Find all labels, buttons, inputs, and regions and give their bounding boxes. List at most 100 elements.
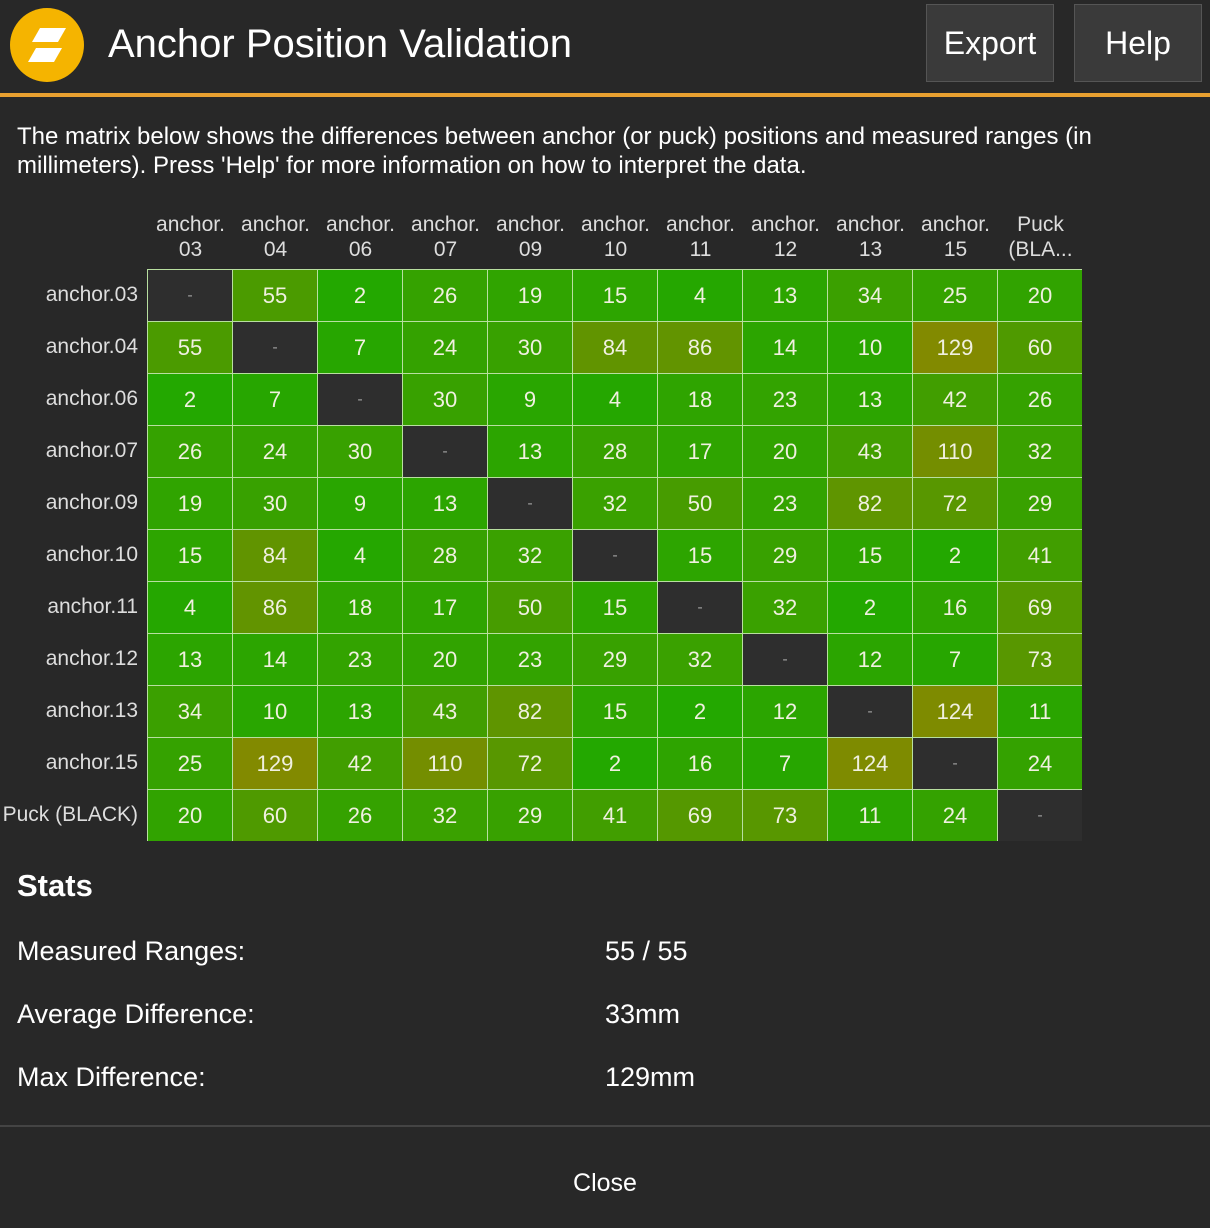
matrix-cell: 15 (658, 530, 742, 581)
matrix-cell: 28 (573, 426, 657, 477)
matrix-cell: 34 (148, 686, 232, 737)
matrix-cell: 4 (318, 530, 402, 581)
matrix-cell-empty: - (998, 790, 1082, 841)
matrix-cell: 4 (148, 582, 232, 633)
column-header: anchor. 15 (921, 213, 990, 261)
matrix-cell: 32 (743, 582, 827, 633)
export-button[interactable]: Export (926, 4, 1054, 82)
matrix-cell: 42 (913, 374, 997, 425)
matrix-cell: 2 (913, 530, 997, 581)
stat-label-measured-ranges: Measured Ranges: (17, 936, 246, 966)
matrix-cell: 18 (318, 582, 402, 633)
matrix-cell: 28 (403, 530, 487, 581)
row-header: anchor.03 (45, 283, 138, 306)
matrix-cell: 32 (573, 478, 657, 529)
matrix-cell-empty: - (828, 686, 912, 737)
matrix-cell: 4 (573, 374, 657, 425)
matrix-cell: 13 (403, 478, 487, 529)
matrix-cell: 23 (743, 374, 827, 425)
matrix-cell-empty: - (148, 270, 232, 321)
matrix-cell: 19 (488, 270, 572, 321)
matrix-cell: 2 (148, 374, 232, 425)
matrix-cell: 30 (233, 478, 317, 529)
matrix-cell: 19 (148, 478, 232, 529)
dialog-title: Anchor Position Validation (108, 22, 572, 66)
matrix-cell: 9 (318, 478, 402, 529)
matrix-cell: 13 (828, 374, 912, 425)
help-button[interactable]: Help (1074, 4, 1202, 82)
footer-divider (0, 1125, 1210, 1127)
matrix-cell: 13 (488, 426, 572, 477)
row-header: anchor.13 (45, 699, 138, 722)
matrix-cell: 7 (233, 374, 317, 425)
stat-label-average-difference: Average Difference: (17, 999, 255, 1029)
matrix-cell: 14 (233, 634, 317, 685)
row-header: Puck (BLACK) (2, 803, 138, 826)
matrix-cell: 13 (148, 634, 232, 685)
matrix-cell: 7 (743, 738, 827, 789)
row-header: anchor.15 (45, 751, 138, 774)
column-header: Puck (BLA... (1008, 213, 1073, 261)
matrix-cell: 86 (658, 322, 742, 373)
matrix-cell: 11 (998, 686, 1082, 737)
matrix-cell-empty: - (573, 530, 657, 581)
description-text: The matrix below shows the differences b… (17, 123, 1092, 179)
matrix-cell: 84 (233, 530, 317, 581)
matrix-cell: 55 (233, 270, 317, 321)
matrix-cell: 24 (998, 738, 1082, 789)
matrix-cell: 82 (488, 686, 572, 737)
matrix-cell: 129 (233, 738, 317, 789)
matrix-cell: 20 (148, 790, 232, 841)
matrix-cell: 41 (573, 790, 657, 841)
matrix-cell: 86 (233, 582, 317, 633)
matrix-cell-empty: - (743, 634, 827, 685)
matrix-cell: 26 (403, 270, 487, 321)
row-header: anchor.06 (45, 387, 138, 410)
column-header: anchor. 13 (836, 213, 905, 261)
matrix-cell: 34 (828, 270, 912, 321)
matrix-cell: 29 (998, 478, 1082, 529)
matrix-cell-empty: - (488, 478, 572, 529)
column-header: anchor. 09 (496, 213, 565, 261)
matrix-cell: 23 (743, 478, 827, 529)
matrix-cell: 13 (318, 686, 402, 737)
matrix-cell-empty: - (658, 582, 742, 633)
matrix-cell: 24 (403, 322, 487, 373)
matrix-cell: 110 (403, 738, 487, 789)
matrix-cell: 10 (233, 686, 317, 737)
matrix-cell: 17 (658, 426, 742, 477)
matrix-cell: 32 (658, 634, 742, 685)
matrix-cell: 24 (913, 790, 997, 841)
matrix-cell: 29 (488, 790, 572, 841)
row-header: anchor.07 (45, 439, 138, 462)
matrix-cell: 73 (998, 634, 1082, 685)
matrix-cell-empty: - (233, 322, 317, 373)
matrix-cell: 2 (828, 582, 912, 633)
row-header: anchor.04 (45, 335, 138, 358)
matrix-cell: 16 (913, 582, 997, 633)
matrix-cell: 13 (743, 270, 827, 321)
close-button[interactable]: Close (573, 1169, 637, 1197)
stat-label-max-difference: Max Difference: (17, 1062, 206, 1092)
matrix-cell: 72 (488, 738, 572, 789)
matrix-cell: 26 (318, 790, 402, 841)
matrix-cell-empty: - (318, 374, 402, 425)
matrix-cell: 41 (998, 530, 1082, 581)
matrix-cell: 25 (148, 738, 232, 789)
matrix-cell: 10 (828, 322, 912, 373)
matrix-cell: 16 (658, 738, 742, 789)
row-header: anchor.09 (45, 491, 138, 514)
matrix-cell: 32 (403, 790, 487, 841)
matrix-cell: 23 (488, 634, 572, 685)
matrix-cell: 29 (573, 634, 657, 685)
matrix-cell: 15 (573, 270, 657, 321)
row-header: anchor.11 (47, 595, 138, 618)
matrix-cell: 124 (913, 686, 997, 737)
matrix-cell: 43 (828, 426, 912, 477)
stat-value-max-difference: 129mm (605, 1062, 696, 1092)
matrix-cell: 20 (743, 426, 827, 477)
app-logo-icon (10, 8, 84, 82)
matrix-cell: 2 (318, 270, 402, 321)
matrix-cell: 82 (828, 478, 912, 529)
column-header: anchor. 11 (666, 213, 735, 261)
